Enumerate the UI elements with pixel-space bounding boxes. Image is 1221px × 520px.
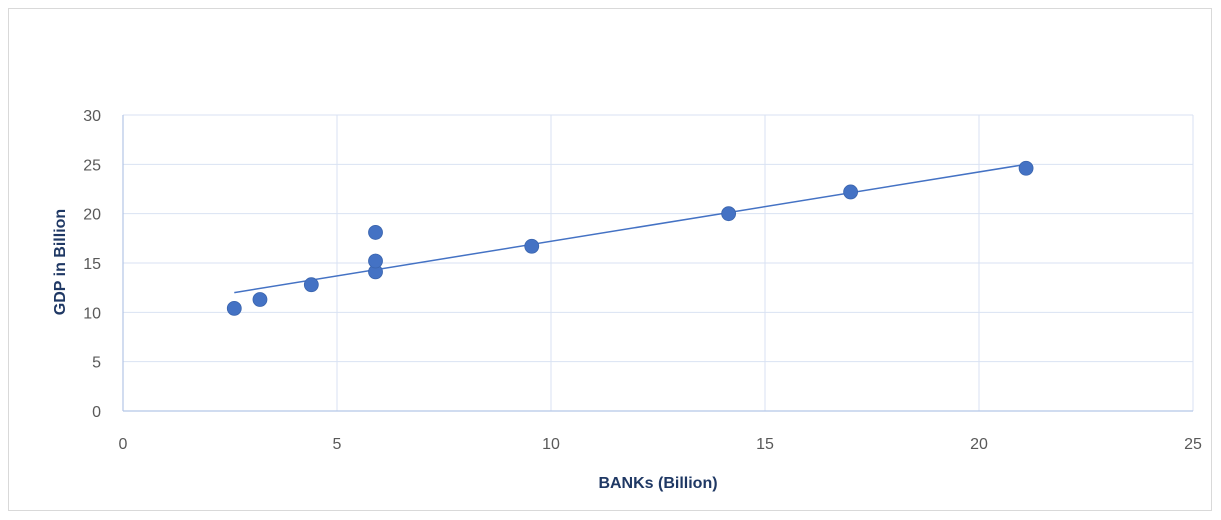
x-tick-label: 20: [970, 436, 988, 453]
x-tick-label: 5: [333, 436, 342, 453]
data-point: [844, 185, 858, 199]
x-tick-label: 0: [119, 436, 128, 453]
trendline-group: [234, 164, 1026, 292]
x-tick-label: 15: [756, 436, 774, 453]
data-point: [722, 207, 736, 221]
y-tick-label: 5: [92, 355, 101, 372]
y-tick-label: 25: [83, 157, 101, 174]
gridlines: [123, 115, 1193, 411]
data-point: [253, 293, 267, 307]
y-axis-title: GDP in Billion: [52, 209, 69, 315]
y-tick-label: 10: [83, 305, 101, 322]
y-tick-label: 20: [83, 207, 101, 224]
trendline: [234, 164, 1026, 292]
data-point: [304, 278, 318, 292]
y-tick-label: 0: [92, 404, 101, 421]
tick-labels: 0 5 10 15 20 25 0 5 10 15 20 25 30: [83, 108, 1202, 453]
x-tick-label: 25: [1184, 436, 1202, 453]
data-point: [1019, 161, 1033, 175]
data-point: [525, 239, 539, 253]
y-tick-label: 30: [83, 108, 101, 125]
y-tick-label: 15: [83, 256, 101, 273]
x-tick-label: 10: [542, 436, 560, 453]
x-axis-title: BANKs (Billion): [598, 475, 717, 492]
data-point: [369, 225, 383, 239]
data-point: [369, 254, 383, 268]
data-point: [227, 301, 241, 315]
data-points: [227, 161, 1033, 315]
